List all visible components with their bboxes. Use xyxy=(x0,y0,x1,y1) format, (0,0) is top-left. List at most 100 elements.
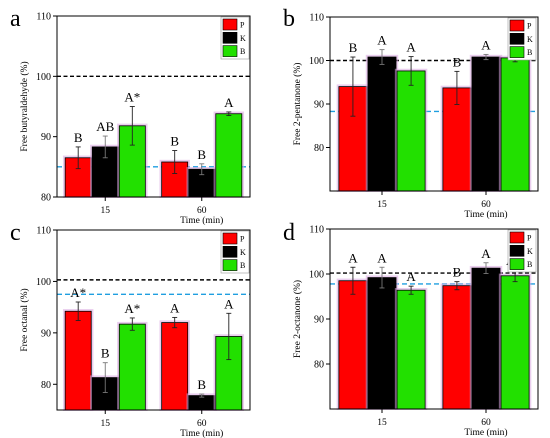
panel-d-bar-B-15 xyxy=(396,289,426,410)
panel-b-legend-label-P: P xyxy=(527,22,532,31)
panel-c-legend-swatch-B xyxy=(222,259,238,271)
panel-d-bar-P-60 xyxy=(442,285,472,410)
panel-b-y-tick-label-90: 90 xyxy=(314,100,324,111)
panel-c-legend-swatch-K xyxy=(222,246,238,258)
panel-c-bar-B-15 xyxy=(118,323,146,411)
panel-c-y-tick-label-100: 100 xyxy=(36,277,51,288)
panel-c-y-tick-label-110: 110 xyxy=(36,226,51,237)
panel-b-y-tick-label-80: 80 xyxy=(314,143,324,154)
panel-d-bar-K-15 xyxy=(367,277,397,410)
panel-c-bar-P-15 xyxy=(64,310,92,411)
panel-a-legend-label-K: K xyxy=(240,34,246,43)
panel-b-x-tick-label-60: 60 xyxy=(481,200,491,210)
panel-a-legend-label-B: B xyxy=(240,47,245,56)
panel-a-y-axis-label: Free butyraldehyde (%) xyxy=(19,61,30,151)
panel-a-y-tick-label-80: 80 xyxy=(41,193,51,204)
panel-d-x-axis-label: Time (min) xyxy=(464,427,507,438)
panel-d-y-axis-label: Free 2-octanone (%) xyxy=(292,280,303,358)
panel-d-data-label-P-60: B xyxy=(453,265,462,280)
panel-c-x-tick-label-60: 60 xyxy=(197,419,207,429)
panel-c-data-label-P-15: A* xyxy=(70,285,86,300)
panel-b-bar-P-60 xyxy=(442,87,472,192)
panel-c-plot-frame xyxy=(56,229,251,411)
panel-d-legend-label-B: B xyxy=(527,260,532,269)
panel-d-x-tick-label-60: 60 xyxy=(481,418,491,428)
panel-a-data-label-P-15: B xyxy=(74,130,83,145)
panel-b-letter: b xyxy=(283,6,295,32)
panel-b-legend-label-B: B xyxy=(527,48,532,57)
panel-c-x-axis-label: Time (min) xyxy=(180,428,223,438)
panel-c-data-label-K-60: B xyxy=(197,377,206,392)
panel-b-data-label-B-15: A xyxy=(406,40,416,55)
panel-b-y-axis-label: Free 2-pentanone (%) xyxy=(292,63,303,146)
panel-a-data-label-B-15: A* xyxy=(124,90,140,105)
panel-d-y-tick-label-80: 80 xyxy=(314,360,324,371)
panel-b-data-label-P-15: B xyxy=(349,40,358,55)
panel-b-bar-K-15 xyxy=(367,56,397,192)
panel-d-y-tick-label-90: 90 xyxy=(314,315,324,326)
panel-a-x-axis-label: Time (min) xyxy=(180,215,223,226)
panel-a-legend-swatch-K xyxy=(222,31,238,44)
panel-b-data-label-K-15: A xyxy=(377,33,387,48)
panel-a-y-tick-label-100: 100 xyxy=(36,72,51,83)
panel-d-letter: d xyxy=(283,220,295,246)
panel-a-x-tick-label-60: 60 xyxy=(197,206,207,216)
panel-d-legend-swatch-B xyxy=(509,258,525,270)
panel-c-legend-label-B: B xyxy=(240,261,245,270)
panel-a: a B AB A* 15 B B A 60 80 90 100 110 Time (min) Free bu… xyxy=(10,6,251,226)
panel-d-legend-swatch-P xyxy=(509,231,525,244)
panel-b-x-axis-label: Time (min) xyxy=(464,209,507,220)
panel-c-legend-label-K: K xyxy=(240,248,246,257)
panel-a-data-label-P-60: B xyxy=(170,134,179,149)
panel-d-legend-swatch-K xyxy=(509,245,525,257)
panel-a-bar-B-60 xyxy=(215,113,243,198)
panel-a-plot-frame xyxy=(56,15,251,198)
panel-c-data-label-K-15: B xyxy=(101,346,110,361)
panel-a-letter: a xyxy=(10,6,21,32)
panel-d-bar-B-60 xyxy=(500,275,530,410)
panel-a-y-tick-label-110: 110 xyxy=(36,12,51,23)
panel-c-bar-P-60 xyxy=(161,322,189,411)
panel-b-legend-label-K: K xyxy=(527,35,533,44)
panel-b-data-label-P-60: B xyxy=(453,54,462,69)
panel-c-letter: c xyxy=(10,220,21,246)
panel-c-bar-K-60 xyxy=(188,395,216,411)
panel-b-legend-swatch-P xyxy=(509,19,525,32)
panel-c-y-axis-label: Free octanal (%) xyxy=(19,288,30,351)
panel-c-data-label-B-60: A xyxy=(224,296,234,311)
panel-d: dAAA15BAAB608090100110Time (min)Free 2-o… xyxy=(283,220,539,438)
panel-d-legend-label-K: K xyxy=(527,247,533,256)
panel-b-bar-K-60 xyxy=(471,56,501,192)
panel-b-bar-B-15 xyxy=(396,70,426,192)
panel-a-legend-swatch-B xyxy=(222,45,238,57)
panel-d-bar-P-15 xyxy=(338,280,368,410)
panel-b-data-label-K-60: A xyxy=(481,37,491,52)
panel-b-x-tick-label-15: 15 xyxy=(377,200,387,210)
panel-d-data-label-K-15: A xyxy=(377,250,387,265)
panel-a-data-label-K-60: B xyxy=(197,147,206,162)
panel-d-x-tick-label-15: 15 xyxy=(377,418,387,428)
panel-d-data-label-P-15: A xyxy=(348,250,358,265)
panel-a-legend-label-P: P xyxy=(240,21,245,30)
panel-c: c A* B A* 15 A B A 60 80 90 100 110 Time (min) Free oc… xyxy=(10,220,251,438)
panel-b-y-tick-label-110: 110 xyxy=(309,13,324,24)
panel-d-legend-label-P: P xyxy=(527,234,532,243)
panel-c-legend-label-P: P xyxy=(240,235,245,244)
panel-c-y-tick-label-90: 90 xyxy=(41,328,51,339)
panel-d-data-label-K-60: A xyxy=(481,246,491,261)
panel-b-bar-B-60 xyxy=(500,57,530,192)
panel-d-y-tick-label-110: 110 xyxy=(309,225,324,236)
panel-b: bBAA15BAA608090100110Time (min)Free 2-pe… xyxy=(283,6,539,220)
panel-a-x-tick-label-15: 15 xyxy=(101,206,111,216)
panel-c-data-label-P-60: A xyxy=(170,300,180,315)
panel-b-legend-swatch-K xyxy=(509,32,525,45)
panel-b-y-tick-label-100: 100 xyxy=(309,56,324,67)
panel-b-legend-swatch-B xyxy=(509,46,525,58)
panel-c-legend-swatch-P xyxy=(222,232,238,245)
panel-d-bar-K-60 xyxy=(471,267,501,410)
panel-a-y-tick-label-90: 90 xyxy=(41,132,51,143)
panel-a-data-label-K-15: AB xyxy=(96,119,114,134)
panel-a-data-label-B-60: A xyxy=(224,95,234,110)
panel-d-data-label-B-15: A xyxy=(406,269,416,284)
panel-c-data-label-B-15: A* xyxy=(124,301,140,316)
